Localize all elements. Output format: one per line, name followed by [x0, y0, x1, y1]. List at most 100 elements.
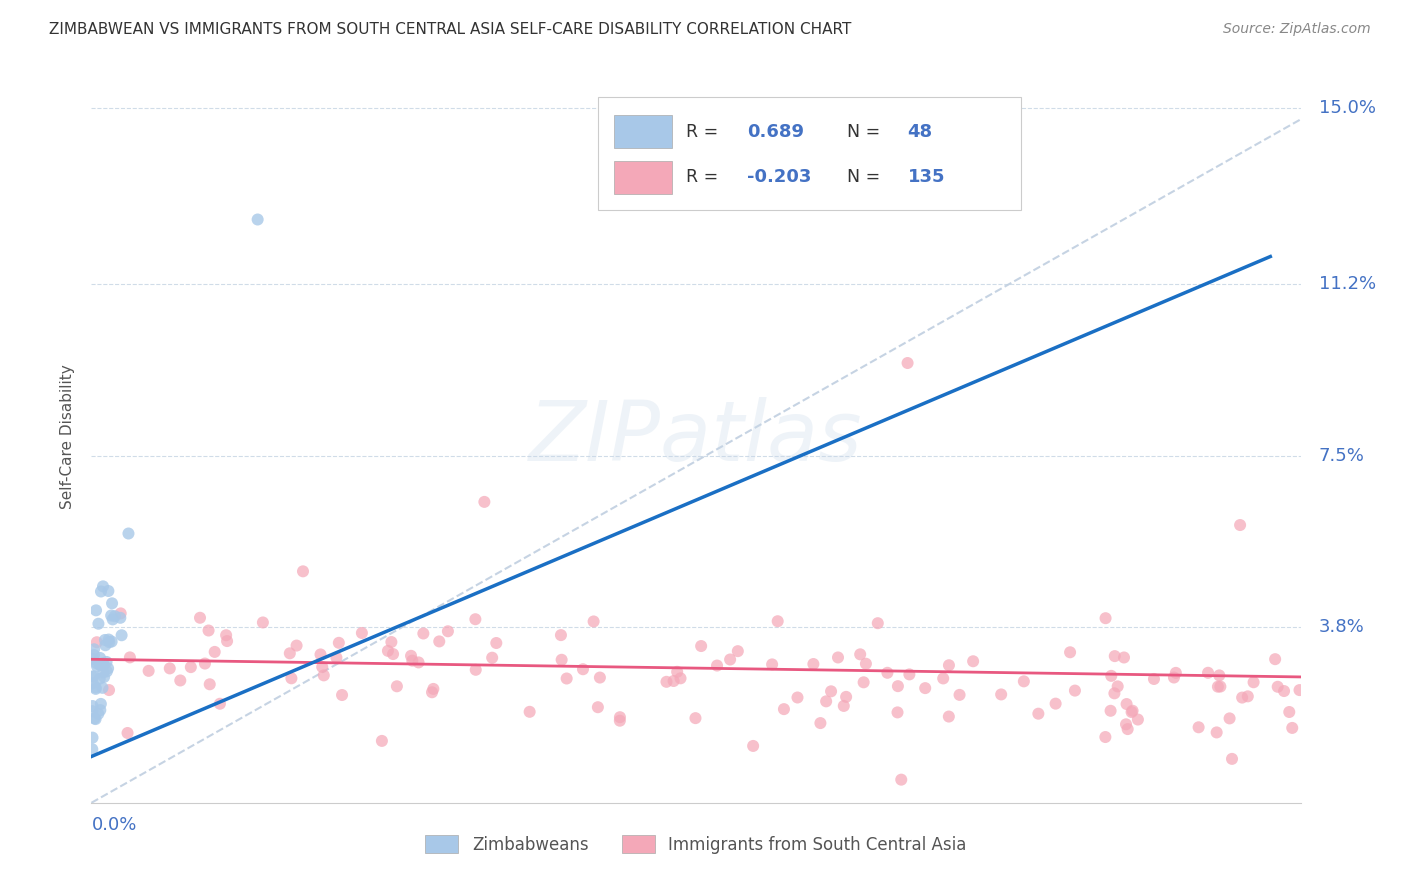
Point — [962, 654, 984, 668]
Point — [215, 628, 238, 642]
Point — [1288, 683, 1310, 698]
Point — [582, 615, 605, 629]
Point — [1099, 704, 1122, 718]
Point — [1229, 518, 1251, 533]
Point — [609, 714, 631, 728]
Point — [666, 665, 689, 679]
Point — [1115, 717, 1137, 731]
Text: ZIPatlas: ZIPatlas — [529, 397, 863, 477]
Point — [827, 650, 849, 665]
Point — [852, 675, 875, 690]
Point — [188, 611, 211, 625]
Point — [898, 667, 921, 681]
Point — [1236, 690, 1258, 704]
Point — [169, 673, 191, 688]
Point — [1243, 675, 1265, 690]
Point — [897, 356, 920, 370]
Point — [1206, 680, 1229, 694]
Point — [886, 706, 908, 720]
Point — [399, 648, 422, 663]
Point — [98, 683, 121, 698]
Point — [101, 596, 124, 610]
Point — [1197, 665, 1219, 680]
Point — [292, 565, 315, 579]
Point — [110, 607, 132, 621]
Point — [246, 212, 269, 227]
Point — [948, 688, 970, 702]
Point — [727, 644, 749, 658]
Point — [1264, 652, 1286, 666]
Point — [1045, 697, 1067, 711]
Point — [311, 660, 333, 674]
Point — [93, 657, 115, 672]
Point — [84, 603, 107, 617]
Text: 135: 135 — [908, 169, 945, 186]
Point — [82, 742, 104, 756]
Point — [669, 671, 692, 685]
Point — [328, 636, 350, 650]
Point — [1107, 680, 1129, 694]
Point — [86, 659, 108, 673]
Point — [89, 658, 111, 673]
Point — [309, 648, 332, 662]
Point — [93, 670, 115, 684]
Point — [586, 700, 609, 714]
Point — [876, 665, 898, 680]
Point — [655, 674, 678, 689]
Point — [464, 663, 486, 677]
Point — [87, 706, 110, 721]
Point — [82, 670, 104, 684]
Point — [550, 653, 572, 667]
Point — [1112, 650, 1135, 665]
Point — [1099, 669, 1122, 683]
Point — [855, 657, 877, 671]
Point — [550, 628, 572, 642]
Point — [198, 677, 221, 691]
Point — [96, 655, 118, 669]
Point — [278, 646, 301, 660]
Point — [91, 579, 114, 593]
Point — [84, 712, 107, 726]
Point — [932, 672, 955, 686]
Point — [481, 650, 503, 665]
Point — [866, 616, 889, 631]
Text: 0.0%: 0.0% — [91, 816, 136, 834]
Point — [1121, 705, 1143, 719]
Point — [285, 639, 308, 653]
Point — [890, 772, 912, 787]
Point — [1104, 686, 1126, 700]
Point — [1122, 704, 1144, 718]
Point — [82, 731, 104, 745]
Text: R =: R = — [686, 123, 724, 141]
Point — [1028, 706, 1050, 721]
FancyBboxPatch shape — [614, 115, 672, 148]
Text: Source: ZipAtlas.com: Source: ZipAtlas.com — [1223, 22, 1371, 37]
Point — [803, 657, 825, 671]
Point — [380, 635, 402, 649]
Point — [408, 656, 430, 670]
Point — [766, 614, 789, 628]
Point — [197, 624, 219, 638]
Point — [97, 632, 120, 647]
Point — [1272, 684, 1295, 698]
Point — [1267, 680, 1289, 694]
Point — [832, 698, 855, 713]
Point — [685, 711, 707, 725]
Point — [1281, 721, 1303, 735]
Point — [810, 716, 832, 731]
Text: ZIMBABWEAN VS IMMIGRANTS FROM SOUTH CENTRAL ASIA SELF-CARE DISABILITY CORRELATIO: ZIMBABWEAN VS IMMIGRANTS FROM SOUTH CENT… — [49, 22, 852, 37]
Point — [91, 657, 114, 671]
Point — [422, 681, 444, 696]
Point — [83, 648, 105, 662]
Point — [83, 711, 105, 725]
FancyBboxPatch shape — [614, 161, 672, 194]
FancyBboxPatch shape — [598, 97, 1021, 211]
Point — [1126, 713, 1149, 727]
Point — [609, 710, 631, 724]
Point — [1143, 672, 1166, 686]
Text: 48: 48 — [908, 123, 932, 141]
Point — [401, 654, 423, 668]
Point — [420, 685, 443, 699]
Text: 3.8%: 3.8% — [1319, 618, 1364, 636]
Point — [1219, 711, 1241, 725]
